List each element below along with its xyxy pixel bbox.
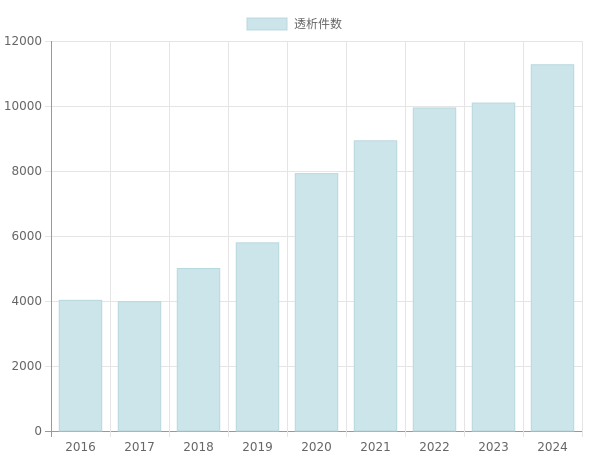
y-tick-label: 10000 [4,99,42,113]
bar-2022[interactable] [412,107,457,432]
bar-2018[interactable] [176,268,221,432]
x-tick-label: 2017 [124,440,155,454]
y-tick-label: 8000 [11,164,42,178]
bar-2024[interactable] [530,64,575,432]
y-tick-label: 0 [34,424,42,438]
legend-label: 透析件数 [294,16,342,31]
x-tick-label: 2024 [537,440,568,454]
y-axis: 0 2000 4000 6000 8000 10000 12000 [4,34,42,438]
bar-2019[interactable] [235,242,280,432]
grid [45,41,583,437]
legend-swatch [246,17,288,31]
bar-2016[interactable] [58,299,103,432]
x-tick-label: 2020 [301,440,332,454]
bar-2020[interactable] [294,173,339,432]
x-tick-label: 2019 [242,440,273,454]
y-tick-label: 2000 [11,359,42,373]
x-tick-label: 2022 [419,440,450,454]
x-tick-label: 2016 [65,440,96,454]
bar-2017[interactable] [117,301,162,432]
legend[interactable]: 透析件数 [246,16,342,31]
x-tick-label: 2018 [183,440,214,454]
y-tick-label: 12000 [4,34,42,48]
x-axis: 2016 2017 2018 2019 2020 2021 2022 2023 2024 [65,440,568,454]
bar-series [58,64,575,432]
y-tick-label: 4000 [11,294,42,308]
x-tick-label: 2021 [360,440,391,454]
bar-2021[interactable] [353,140,398,432]
y-tick-label: 6000 [11,229,42,243]
x-tick-label: 2023 [478,440,509,454]
bar-2023[interactable] [471,102,516,432]
